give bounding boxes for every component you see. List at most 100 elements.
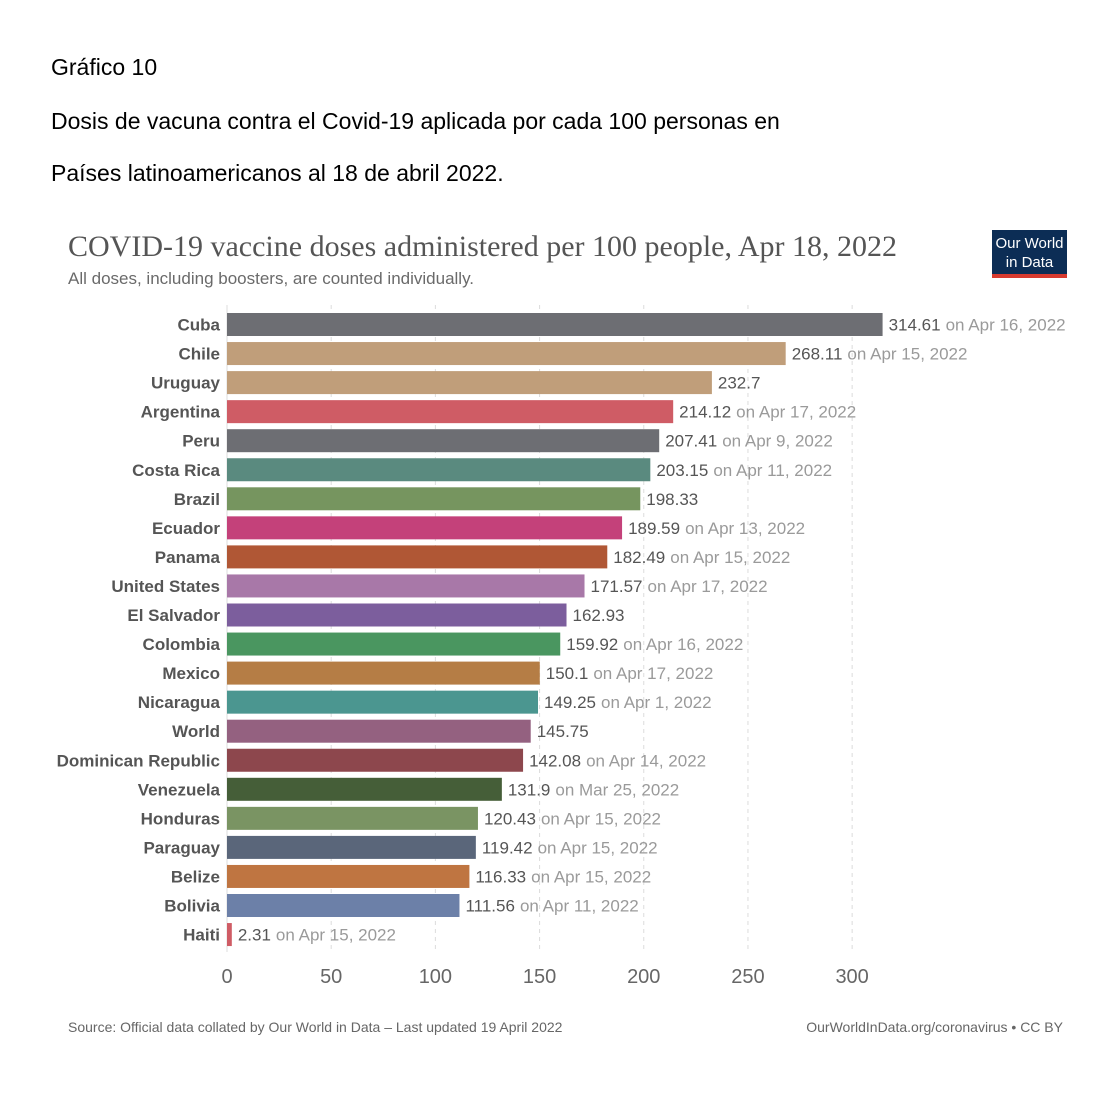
category-label: Uruguay xyxy=(151,374,221,393)
bar[interactable] xyxy=(227,603,567,627)
date-note: on Apr 15, 2022 xyxy=(541,809,661,828)
bar[interactable] xyxy=(227,835,476,859)
date-note: on Apr 17, 2022 xyxy=(593,664,713,683)
category-label: Costa Rica xyxy=(132,461,220,480)
bars: Cuba 314.61 on Apr 16, 2022 Chile 268.11 on A… xyxy=(57,313,1066,947)
value-text: 232.7 xyxy=(718,374,761,393)
bar-row[interactable]: Honduras 120.43 on Apr 15, 2022 xyxy=(141,806,661,830)
bar[interactable] xyxy=(227,487,641,511)
date-note: on Apr 11, 2022 xyxy=(520,897,639,916)
bar-row[interactable]: Argentina 214.12 on Apr 17, 2022 xyxy=(141,400,857,424)
bar-row[interactable]: Cuba 314.61 on Apr 16, 2022 xyxy=(178,313,1066,336)
bar[interactable] xyxy=(227,661,540,685)
owid-logo[interactable]: Our World in Data xyxy=(992,230,1067,278)
data-label: 119.42 on Apr 15, 2022 xyxy=(482,838,658,857)
category-label: Colombia xyxy=(143,635,221,654)
data-label: 232.7 xyxy=(718,374,761,393)
x-tick-label: 100 xyxy=(419,966,452,988)
bar-row[interactable]: Dominican Republic 142.08 on Apr 14, 2022 xyxy=(57,748,707,772)
chart-title: COVID-19 vaccine doses administered per … xyxy=(68,230,897,263)
date-note: on Apr 1, 2022 xyxy=(601,693,712,712)
bar-row[interactable]: Peru 207.41 on Apr 9, 2022 xyxy=(182,429,833,453)
bar[interactable] xyxy=(227,342,786,366)
bar[interactable] xyxy=(227,923,232,947)
data-label: 207.41 on Apr 9, 2022 xyxy=(665,432,833,451)
bar[interactable] xyxy=(227,400,674,424)
logo-stripe xyxy=(992,274,1067,278)
value-text: 111.56 xyxy=(465,897,514,916)
value-text: 116.33 xyxy=(475,867,526,886)
bar[interactable] xyxy=(227,313,883,336)
bar-row[interactable]: Haiti 2.31 on Apr 15, 2022 xyxy=(183,923,396,947)
data-label: 159.92 on Apr 16, 2022 xyxy=(566,635,743,654)
category-label: Belize xyxy=(171,867,220,886)
data-label: 171.57 on Apr 17, 2022 xyxy=(591,577,768,596)
x-axis: 0 50 100 150 200 250 300 xyxy=(221,966,868,988)
category-label: El Salvador xyxy=(127,606,220,625)
bar-row[interactable]: Costa Rica 203.15 on Apr 11, 2022 xyxy=(132,458,832,482)
bar-row[interactable]: Ecuador 189.59 on Apr 13, 2022 xyxy=(152,516,805,540)
value-text: 214.12 xyxy=(679,403,731,422)
bar-row[interactable]: United States 171.57 on Apr 17, 2022 xyxy=(111,574,768,598)
value-text: 182.49 xyxy=(613,548,665,567)
date-note: on Apr 16, 2022 xyxy=(623,635,743,654)
data-label: 131.9 on Mar 25, 2022 xyxy=(508,780,679,799)
bar-row[interactable]: Uruguay 232.7 xyxy=(151,371,761,395)
logo-background xyxy=(992,230,1067,278)
bar-row[interactable]: Chile 268.11 on Apr 15, 2022 xyxy=(178,342,967,366)
bar-row[interactable]: El Salvador 162.93 xyxy=(127,603,625,627)
data-label: 182.49 on Apr 15, 2022 xyxy=(613,548,790,567)
bar[interactable] xyxy=(227,894,460,917)
bar[interactable] xyxy=(227,719,531,743)
bar[interactable] xyxy=(227,806,478,830)
logo-line-1: Our World xyxy=(995,235,1063,252)
bar[interactable] xyxy=(227,864,470,888)
data-label: 189.59 on Apr 13, 2022 xyxy=(628,519,805,538)
bar[interactable] xyxy=(227,690,539,714)
bar-row[interactable]: Venezuela 131.9 on Mar 25, 2022 xyxy=(138,777,679,801)
date-note: on Apr 13, 2022 xyxy=(685,519,805,538)
bar[interactable] xyxy=(227,429,660,453)
bar-row[interactable]: Panama 182.49 on Apr 15, 2022 xyxy=(155,545,791,569)
category-label: Ecuador xyxy=(152,519,220,538)
bar-row[interactable]: World 145.75 xyxy=(172,719,589,743)
data-label: 145.75 xyxy=(537,722,589,741)
date-note: on Apr 15, 2022 xyxy=(538,838,658,857)
bar[interactable] xyxy=(227,632,561,656)
bar-row[interactable]: Colombia 159.92 on Apr 16, 2022 xyxy=(143,632,744,656)
bar-row[interactable]: Bolivia 111.56 on Apr 11, 2022 xyxy=(164,894,639,917)
bar-row[interactable]: Brazil 198.33 xyxy=(174,487,699,511)
category-label: World xyxy=(172,722,220,741)
x-tick-label: 0 xyxy=(221,966,232,988)
bar[interactable] xyxy=(227,371,712,395)
bar[interactable] xyxy=(227,777,502,801)
value-text: 145.75 xyxy=(537,722,589,741)
figure-heading-line-1: Dosis de vacuna contra el Covid-19 aplic… xyxy=(51,108,780,134)
chart-subtitle: All doses, including boosters, are count… xyxy=(68,269,474,288)
credit-link[interactable]: OurWorldInData.org/coronavirus • CC BY xyxy=(806,1019,1063,1035)
data-label: 198.33 xyxy=(646,490,698,509)
category-label: Brazil xyxy=(174,490,220,509)
category-label: Nicaragua xyxy=(138,693,221,712)
bar-row[interactable]: Belize 116.33 on Apr 15, 2022 xyxy=(171,864,651,888)
bar-row[interactable]: Paraguay 119.42 on Apr 15, 2022 xyxy=(143,835,658,859)
data-label: 149.25 on Apr 1, 2022 xyxy=(544,693,712,712)
value-text: 150.1 xyxy=(546,664,589,683)
bar-row[interactable]: Nicaragua 149.25 on Apr 1, 2022 xyxy=(138,690,712,714)
bar[interactable] xyxy=(227,516,623,540)
bar[interactable] xyxy=(227,574,585,598)
chart: COVID-19 vaccine doses administered per … xyxy=(57,230,1067,1035)
bar-row[interactable]: Mexico 150.1 on Apr 17, 2022 xyxy=(162,661,714,685)
date-note: on Apr 16, 2022 xyxy=(946,316,1066,335)
date-note: on Apr 15, 2022 xyxy=(670,548,790,567)
data-label: 150.1 on Apr 17, 2022 xyxy=(546,664,714,683)
value-text: 120.43 xyxy=(484,809,536,828)
bar[interactable] xyxy=(227,748,524,772)
bar[interactable] xyxy=(227,458,651,482)
data-label: 162.93 xyxy=(573,606,625,625)
category-label: Paraguay xyxy=(143,838,220,857)
category-label: Haiti xyxy=(183,926,220,945)
bar[interactable] xyxy=(227,545,608,569)
category-label: Venezuela xyxy=(138,780,221,799)
value-text: 203.15 xyxy=(656,461,708,480)
